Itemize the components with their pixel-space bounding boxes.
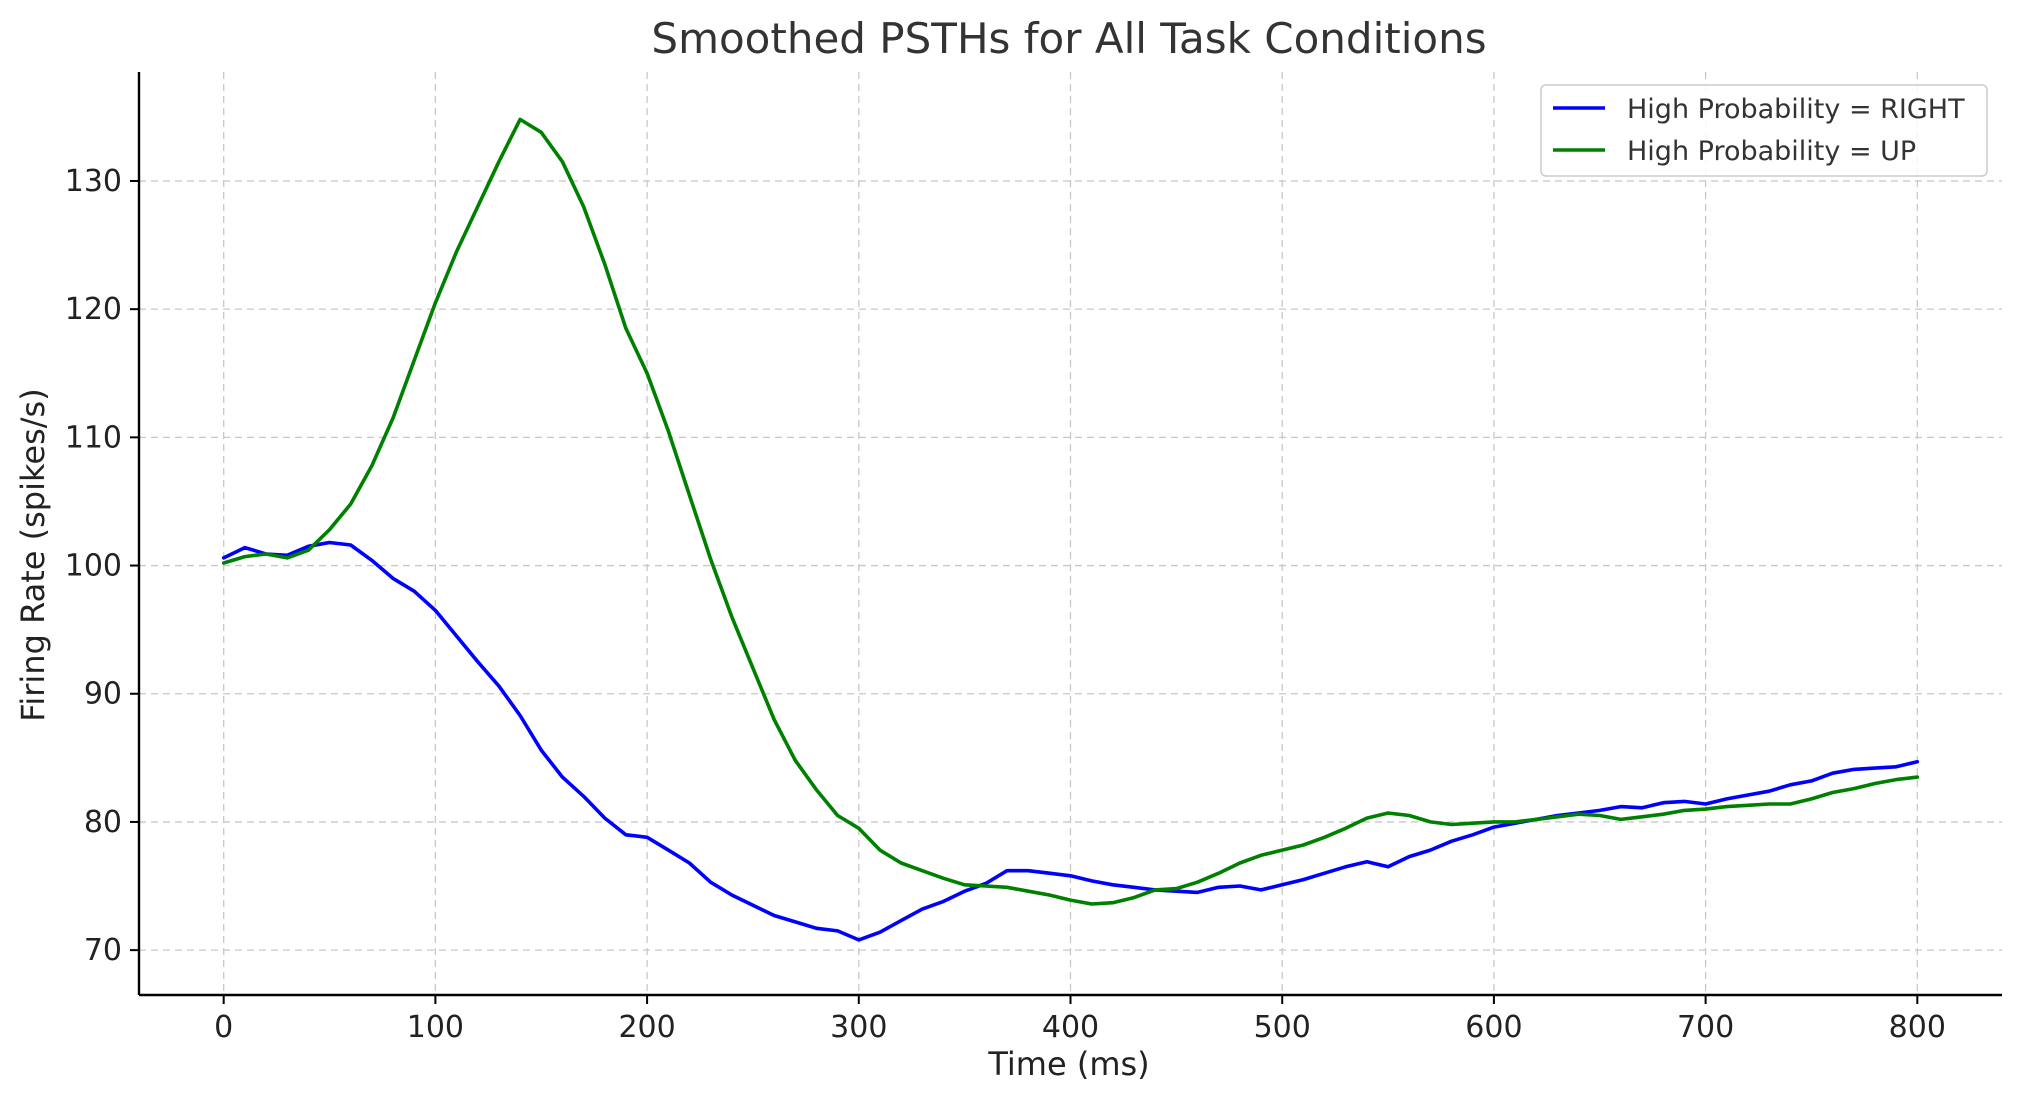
- x-tick-label: 800: [1889, 1010, 1946, 1045]
- y-tick-label: 80: [84, 805, 122, 840]
- legend-label-up: High Probability = UP: [1627, 136, 1916, 167]
- x-tick-label: 200: [618, 1010, 675, 1045]
- legend: High Probability = RIGHT High Probabilit…: [1540, 84, 1988, 177]
- legend-label-right: High Probability = RIGHT: [1627, 94, 1965, 125]
- y-tick-label: 70: [84, 933, 122, 968]
- x-tick-label: 100: [407, 1010, 464, 1045]
- y-tick-label: 110: [65, 420, 122, 455]
- y-axis-label: Firing Rate (spikes/s): [14, 388, 52, 721]
- grid-lines: [139, 72, 2002, 995]
- chart-title: Smoothed PSTHs for All Task Conditions: [651, 14, 1486, 63]
- x-axis-ticks: 0 100 200 300 400 500 600 700 800: [214, 995, 1946, 1045]
- series-line-up: [221, 117, 1920, 906]
- series-line-right: [221, 540, 1920, 942]
- y-tick-label: 90: [84, 677, 122, 712]
- x-tick-label: 700: [1677, 1010, 1734, 1045]
- y-axis-ticks: 70 80 90 100 110 120 130: [65, 164, 139, 968]
- x-tick-label: 600: [1465, 1010, 1522, 1045]
- legend-box: [1540, 84, 1988, 177]
- x-tick-label: 300: [830, 1010, 887, 1045]
- y-tick-label: 130: [65, 164, 122, 199]
- x-tick-label: 0: [214, 1010, 233, 1045]
- y-tick-label: 120: [65, 292, 122, 327]
- y-tick-label: 100: [65, 549, 122, 584]
- x-tick-label: 500: [1254, 1010, 1311, 1045]
- x-axis-label: Time (ms): [987, 1045, 1149, 1083]
- series-lines: [221, 117, 1920, 942]
- x-tick-label: 400: [1042, 1010, 1099, 1045]
